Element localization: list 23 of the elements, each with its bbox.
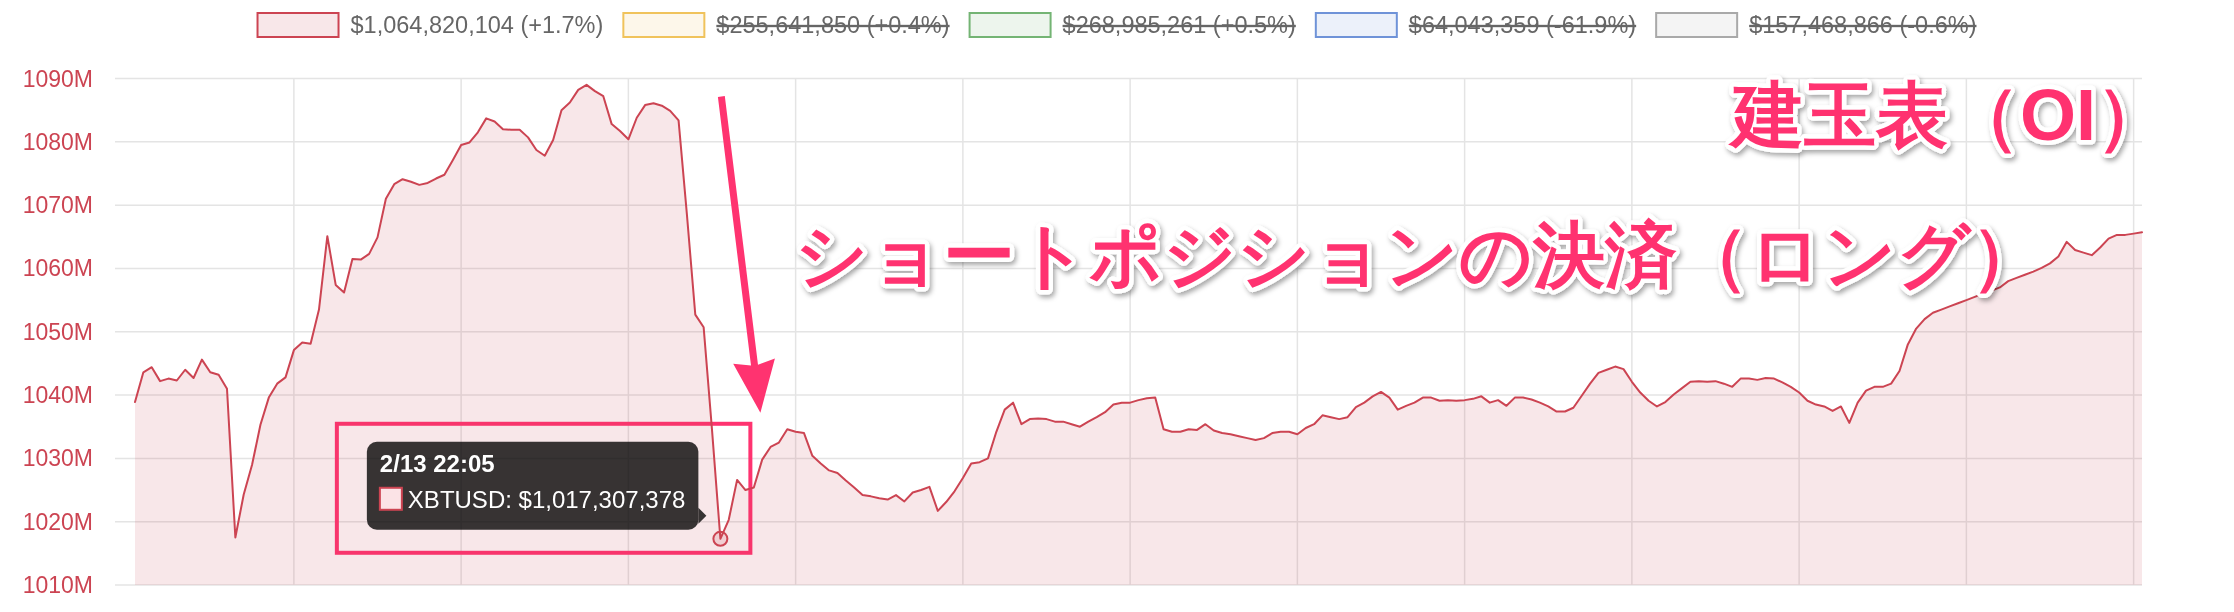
legend-label: $255,641,850 (+0.4%): [716, 12, 950, 38]
legend-label: $157,468,866 (-0.6%): [1749, 12, 1977, 38]
annotation: 2/13 22:05 XBTUSD: $1,017,307,378: [379, 449, 686, 513]
y-tick-label: 1010M: [22, 572, 93, 598]
legend-item: $64,043,359 (-61.9%): [1314, 12, 1637, 38]
legend-label: $64,043,359 (-61.9%): [1408, 12, 1637, 38]
y-tick-label: 1050M: [22, 318, 93, 345]
legend-item: $157,468,866 (-0.6%): [1655, 12, 1977, 38]
y-tick-label: 1030M: [22, 445, 93, 472]
y-tick-label: 1040M: [22, 382, 93, 409]
legend-label: $268,985,261 (+0.5%): [1062, 12, 1296, 38]
y-tick-label: 1080M: [22, 128, 93, 155]
legend-label: $1,064,820,104 (+1.7%): [350, 12, 604, 38]
y-tick-label: 1090M: [22, 65, 93, 92]
legend-item: $255,641,850 (+0.4%): [622, 12, 950, 38]
legend-item: $1,064,820,104 (+1.7%): [256, 12, 604, 38]
chart-title: 建玉表（OI）: [1727, 75, 2168, 155]
tooltip: 2/13 22:05 XBTUSD: $1,017,307,378: [366, 441, 729, 547]
legend-item: $268,985,261 (+0.5%): [968, 12, 1296, 38]
y-tick-label: 1070M: [22, 192, 93, 219]
y-tick-label: 1060M: [22, 255, 93, 282]
annotation: ショートポジションの決済（ロング）: [795, 215, 2043, 295]
y-tick-label: 1020M: [22, 508, 93, 535]
